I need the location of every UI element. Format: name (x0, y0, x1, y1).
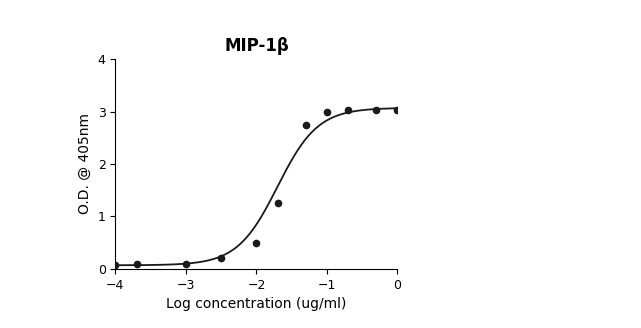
X-axis label: Log concentration (ug/ml): Log concentration (ug/ml) (166, 297, 347, 311)
Y-axis label: O.D. @ 405nm: O.D. @ 405nm (78, 113, 92, 215)
Title: MIP-1β: MIP-1β (224, 37, 289, 55)
